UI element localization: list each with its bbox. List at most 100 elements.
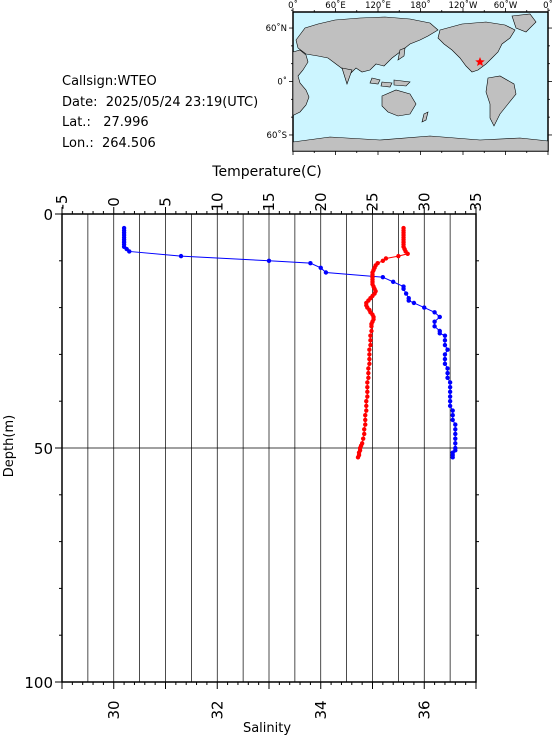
temperature-point <box>360 436 366 441</box>
temperature-point <box>368 310 373 315</box>
temperature-point <box>401 239 406 245</box>
salinity-point <box>437 314 442 320</box>
salinity-point <box>450 413 455 418</box>
temperature-tick-label: 5 <box>157 197 175 207</box>
temperature-point <box>370 279 375 285</box>
temperature-tick-label: 35 <box>467 192 485 211</box>
salinity-point <box>453 427 458 432</box>
salinity-tick-label: 32 <box>208 700 226 719</box>
temperature-point <box>369 321 374 327</box>
salinity-point <box>422 305 427 310</box>
temperature-point <box>368 333 373 338</box>
world-map: 0˚ 60˚E 120˚E 180˚ 120˚W 60˚W 0˚ 60˚N 0˚ 60˚S <box>266 0 553 155</box>
temperature-point <box>370 319 375 324</box>
temperature-point <box>401 244 406 249</box>
temperature-tick-label: 10 <box>208 192 226 211</box>
salinity-point <box>391 279 396 285</box>
salinity-axis: 30 32 34 36 <box>61 682 477 720</box>
salinity-point <box>178 253 184 259</box>
temperature-point <box>370 312 375 317</box>
temperature-point <box>363 417 368 423</box>
temperature-point <box>364 300 369 306</box>
temperature-point <box>403 249 408 254</box>
temperature-point <box>365 389 370 395</box>
temperature-point <box>370 293 375 299</box>
series-points <box>121 225 458 460</box>
temperature-point <box>371 267 376 273</box>
temperature-point <box>370 274 375 280</box>
temperature-point <box>372 286 377 292</box>
salinity-point <box>121 228 127 233</box>
info-panel: Callsign:WTEO Date: 2025/05/24 23:19(UTC… <box>62 72 258 154</box>
map-lon-label: 60˚E <box>325 0 345 11</box>
temperature-point <box>368 342 373 348</box>
salinity-point <box>432 324 437 329</box>
temperature-point <box>359 441 365 446</box>
temperature-point <box>373 289 378 294</box>
temperature-point <box>366 370 371 376</box>
salinity-point <box>121 225 127 231</box>
temperature-point <box>369 328 374 334</box>
temperature-axis-label: Temperature(C) <box>211 164 321 180</box>
salinity-point <box>121 242 127 247</box>
temperature-point <box>371 317 376 322</box>
salinity-tick-label: 30 <box>105 700 123 719</box>
salinity-tick-label: 34 <box>312 700 330 719</box>
salinity-point <box>447 399 453 404</box>
temperature-point <box>364 303 369 308</box>
temperature-point <box>368 296 373 301</box>
salinity-point <box>453 422 458 427</box>
temperature-point <box>357 445 363 451</box>
temperature-tick-label: 20 <box>312 192 330 211</box>
salinity-point <box>437 328 442 334</box>
temperature-point <box>356 452 362 458</box>
temperature-point <box>371 284 376 289</box>
salinity-point <box>447 384 453 390</box>
salinity-point <box>403 291 409 296</box>
temperature-point <box>370 277 375 282</box>
salinity-point <box>445 375 450 380</box>
salinity-point <box>401 284 406 289</box>
salinity-point <box>445 347 450 352</box>
salinity-point <box>121 230 127 235</box>
salinity-point <box>308 260 313 266</box>
temperature-point <box>366 298 371 303</box>
salinity-point <box>453 431 458 437</box>
map-lon-label: 120˚W <box>449 0 478 11</box>
temperature-tick-label: 15 <box>260 192 278 211</box>
temperature-tick-label: -5 <box>53 195 71 210</box>
salinity-point <box>453 445 458 451</box>
temperature-point <box>362 427 367 432</box>
temperature-point <box>366 366 371 371</box>
temperature-point <box>401 225 406 231</box>
temperature-axis: -5 0 5 10 15 20 25 30 35 <box>53 192 485 214</box>
salinity-point <box>411 300 417 306</box>
temperature-point <box>363 422 368 427</box>
salinity-point <box>121 244 127 249</box>
temperature-point <box>367 361 372 366</box>
temperature-point <box>402 246 407 252</box>
temperature-point <box>365 384 370 390</box>
date-text: Date: 2025/05/24 23:19(UTC) <box>62 94 259 110</box>
salinity-point <box>121 235 127 240</box>
temperature-point <box>363 413 368 418</box>
temperature-point <box>401 237 406 242</box>
temperature-tick-label: 0 <box>105 197 123 207</box>
salinity-point <box>437 331 442 336</box>
map-lon-label: 180˚ <box>410 0 430 11</box>
temperature-tick-label: 25 <box>364 192 382 211</box>
temperature-point <box>405 251 410 256</box>
salinity-point <box>447 389 453 395</box>
map-lat-label: 0˚ <box>277 77 287 88</box>
salinity-point <box>447 380 453 385</box>
temperature-point <box>365 305 370 310</box>
map-lon-label: 60˚W <box>494 0 518 11</box>
temperature-point <box>401 235 406 240</box>
salinity-point <box>442 333 448 338</box>
salinity-point <box>266 258 272 263</box>
temperature-point <box>369 324 374 329</box>
map-lat-label: 60˚S <box>267 130 287 141</box>
salinity-point <box>447 403 453 409</box>
temperature-point <box>356 450 362 455</box>
salinity-point <box>453 436 458 441</box>
